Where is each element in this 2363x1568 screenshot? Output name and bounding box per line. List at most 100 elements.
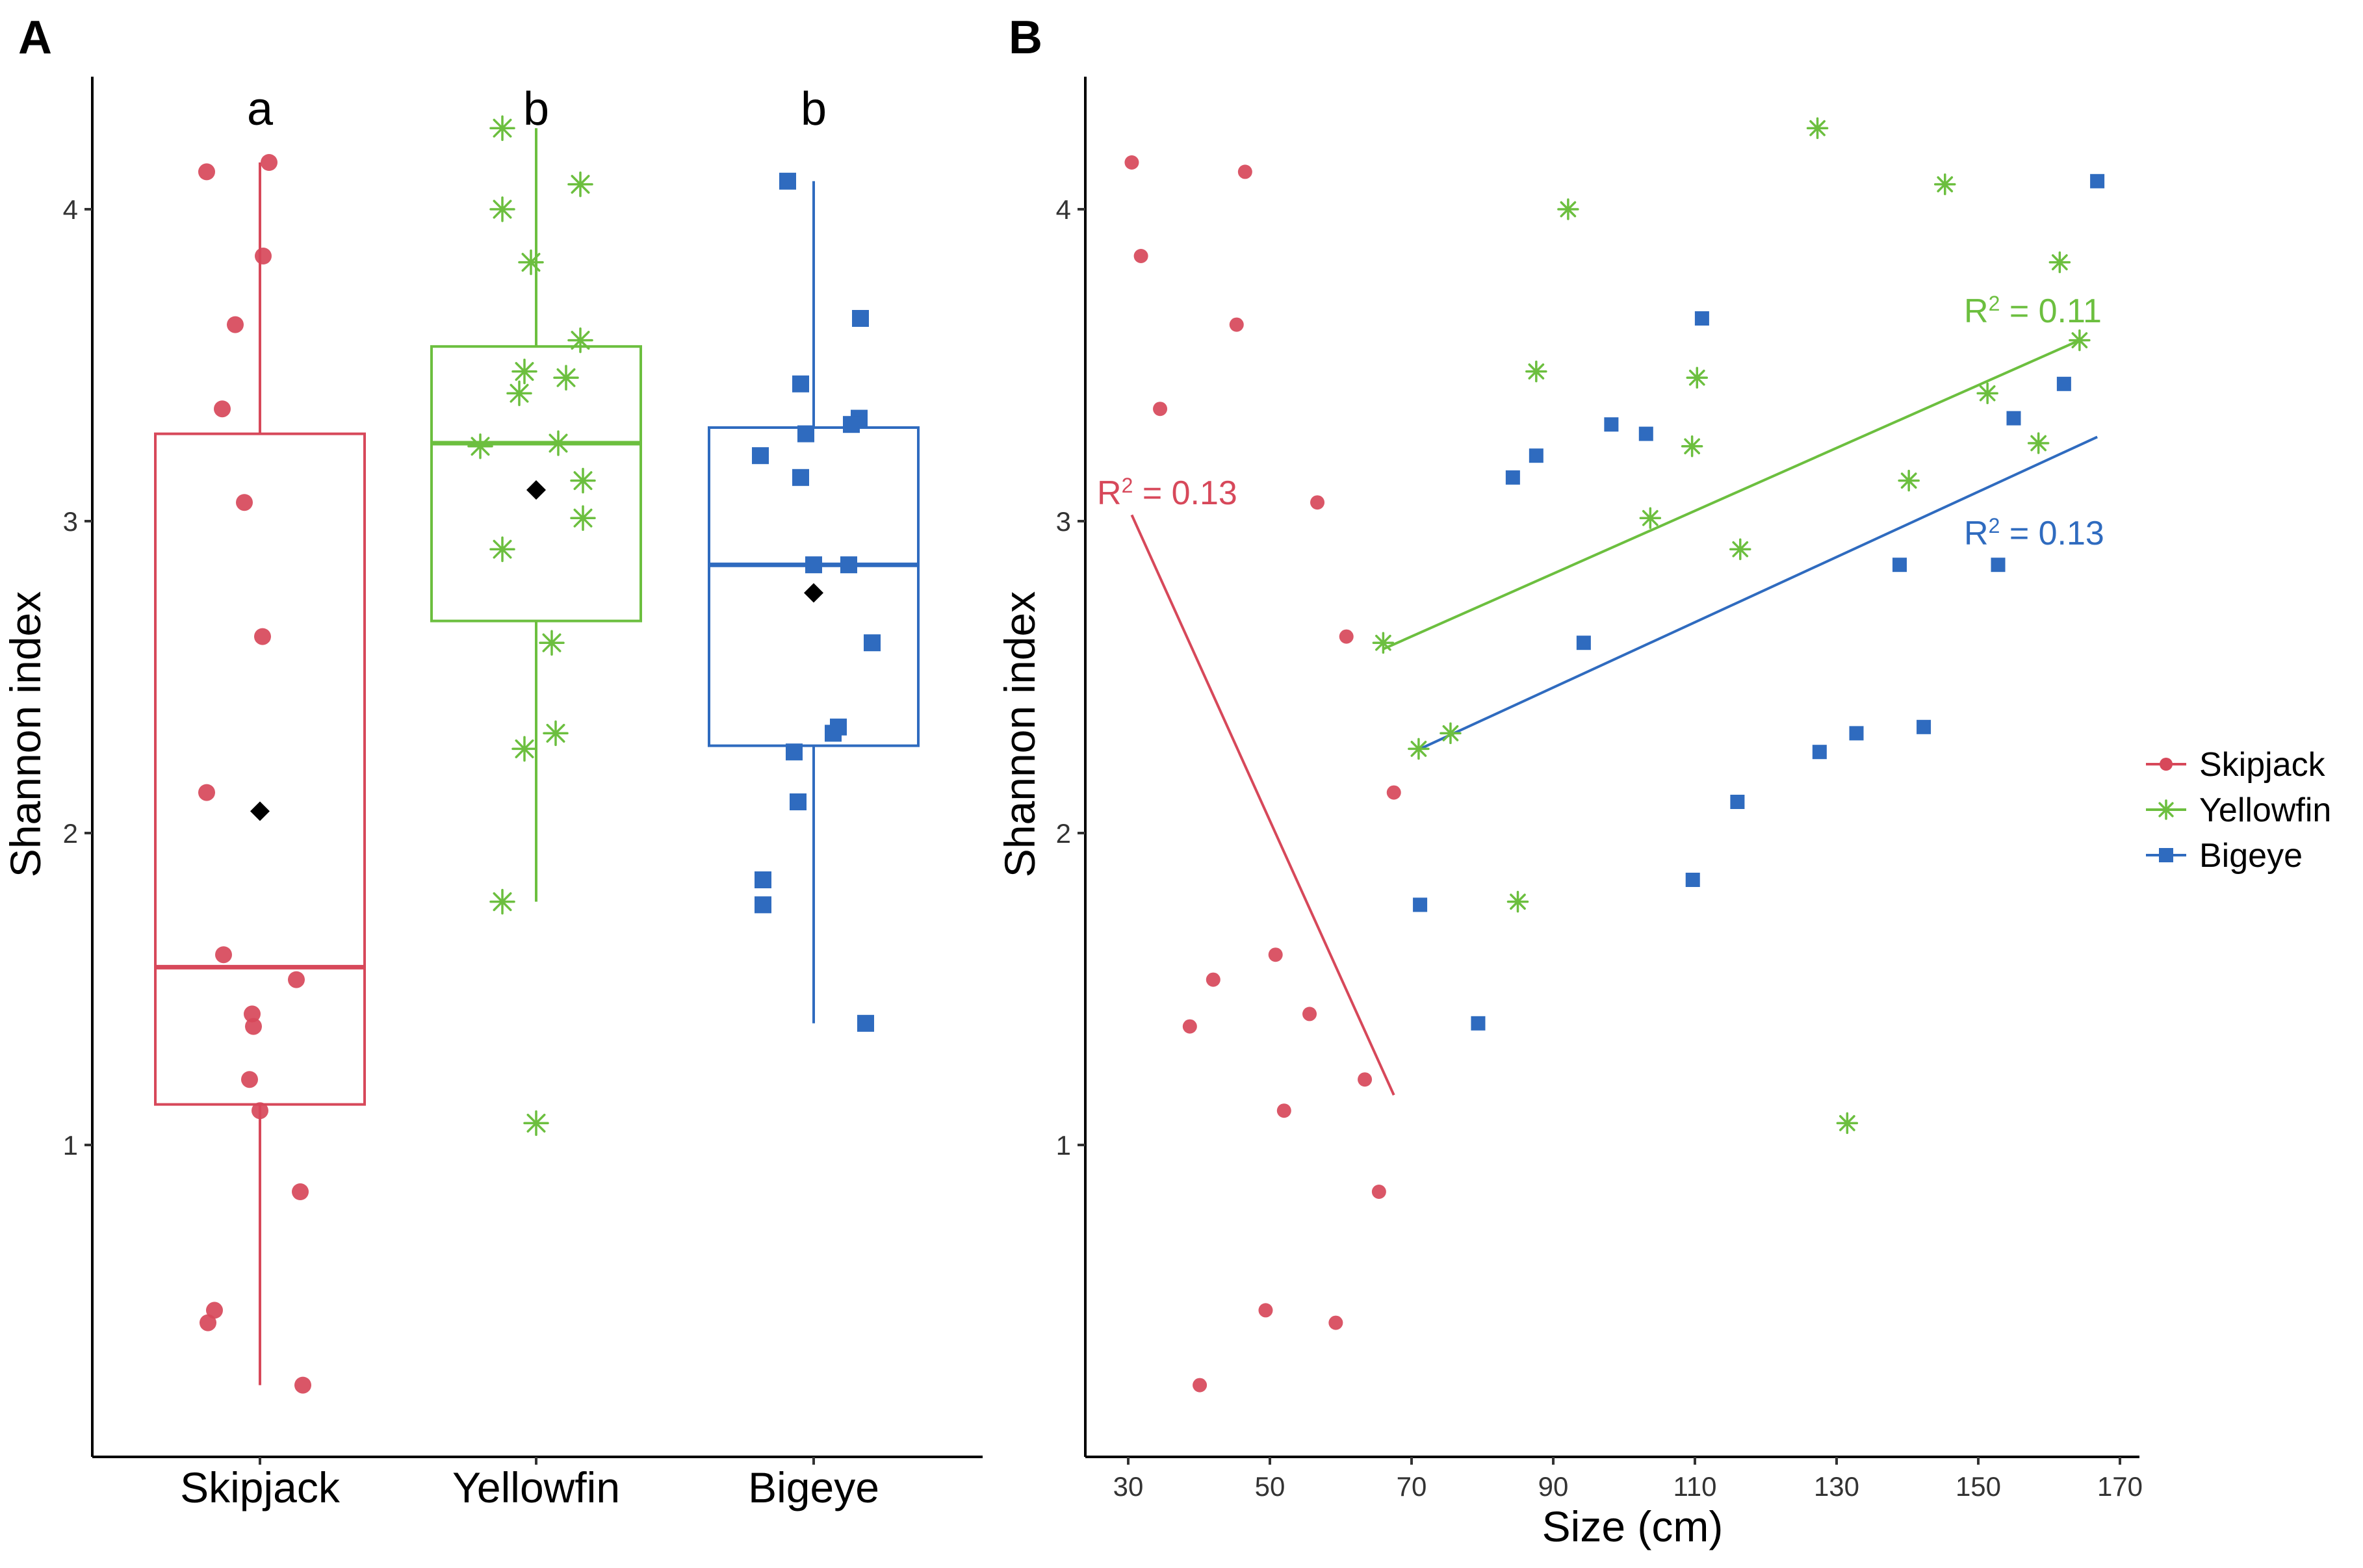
x-tick-label: 130 [1814,1471,1859,1502]
point-skipjack [200,1314,216,1331]
point-yellowfin [1525,360,1547,383]
x-tick-label: 30 [1113,1471,1144,1502]
point-bigeye [786,743,803,761]
point-skipjack [1358,1072,1373,1087]
y-tick-label: 1 [63,1130,78,1161]
point-skipjack [1328,1315,1343,1330]
point-bigeye [755,896,771,914]
point-skipjack [288,971,305,988]
panel-a-points [198,115,881,1394]
point-skipjack [255,248,272,264]
point-skipjack [252,1102,268,1120]
point-bigeye [755,871,771,888]
point-yellowfin [1686,366,1709,389]
point-yellowfin [1836,1112,1859,1135]
point-yellowfin [467,433,493,459]
point-yellowfin [1934,173,1956,196]
point-yellowfin [553,365,579,391]
x-tick-label: 170 [2097,1471,2143,1502]
point-skipjack [1193,1378,1207,1393]
point-skipjack [1182,1019,1197,1034]
box-skipjack [154,432,366,1106]
legend-label-yellowfin: Yellowfin [2199,791,2331,829]
point-yellowfin [489,196,515,222]
point-bigeye [2006,411,2021,426]
point-bigeye [1812,745,1827,760]
y-tick-label: 4 [63,194,78,225]
r2-value-bigeye: = 0.13 [2009,515,2104,552]
legend-item-skipjack: Skipjack [2146,746,2326,784]
y-tick-label: 4 [1056,194,1071,225]
point-yellowfin [523,1110,549,1137]
point-yellowfin [1557,198,1579,220]
y-tick-label: 3 [63,506,78,537]
point-yellowfin [1372,632,1395,654]
point-yellowfin [2048,251,2071,274]
y-tick-label: 1 [1056,1130,1071,1161]
point-yellowfin [567,171,593,198]
y-tick-label: 2 [1056,818,1071,849]
point-bigeye [843,416,860,433]
legend-marker-bigeye [2159,848,2173,862]
point-yellowfin [1408,738,1430,760]
point-bigeye [1694,311,1709,326]
x-tick-label-bigeye: Bigeye [748,1463,879,1511]
point-skipjack [1258,1303,1273,1318]
point-skipjack [1153,402,1168,417]
point-skipjack [198,163,215,181]
fit-line-yellowfin [1382,339,2080,650]
mean-marker-yellowfin [526,480,546,500]
x-tick-label: 70 [1397,1471,1427,1502]
point-bigeye [1413,897,1428,912]
legend-marker-yellowfin-stroke [2158,802,2174,817]
mean-marker-skipjack [250,801,270,821]
point-bigeye [857,1014,874,1032]
point-skipjack [292,1183,309,1200]
point-bigeye [1991,558,2006,572]
point-skipjack [215,946,232,964]
point-bigeye [1917,719,1931,734]
x-tick-label: 90 [1538,1471,1569,1502]
panel-b-y-axis-title: Shannon index [996,591,1044,877]
r2-label-yellowfin: R2 = 0.11 [1964,292,2102,330]
y-tick-label: 2 [63,818,78,849]
point-bigeye [1638,426,1653,441]
point-bigeye [864,634,881,652]
point-skipjack [1276,1103,1291,1118]
point-yellowfin [511,358,537,385]
point-yellowfin [570,505,596,531]
point-yellowfin [1976,382,1998,404]
point-skipjack [1133,249,1148,263]
point-bigeye [2090,174,2105,188]
point-skipjack [1206,972,1220,987]
point-bigeye [790,793,807,810]
point-bigeye [825,725,842,742]
panel-a-label: A [18,12,52,64]
panel-b-x-ticks: 30 50 70 90 110 130 150 170 [1113,1457,2143,1502]
significance-letter-yellowfin: b [523,83,549,135]
x-tick-label: 50 [1255,1471,1285,1502]
point-yellowfin [489,115,515,141]
point-skipjack [241,1071,258,1088]
point-bigeye [1730,795,1745,809]
significance-letter-bigeye: b [801,83,827,135]
r2-label-bigeye: R2 = 0.13 [1964,514,2104,552]
point-skipjack [1268,947,1283,962]
point-bigeye [797,425,814,443]
point-skipjack [1302,1007,1317,1022]
panel-b-label: B [1009,12,1042,64]
point-yellowfin [1440,722,1462,745]
panel-b-fit-lines [1130,339,2098,1096]
point-bigeye [792,375,809,392]
point-skipjack [206,1302,223,1319]
point-yellowfin [1729,538,1751,560]
point-yellowfin [1639,507,1662,529]
point-bigeye [1604,417,1619,432]
point-yellowfin [1506,890,1529,913]
panel-b-y-ticks: 1 2 3 4 [1056,194,1085,1161]
legend-label-bigeye: Bigeye [2199,837,2303,875]
legend-item-yellowfin: Yellowfin [2146,791,2331,829]
point-skipjack [261,154,278,171]
